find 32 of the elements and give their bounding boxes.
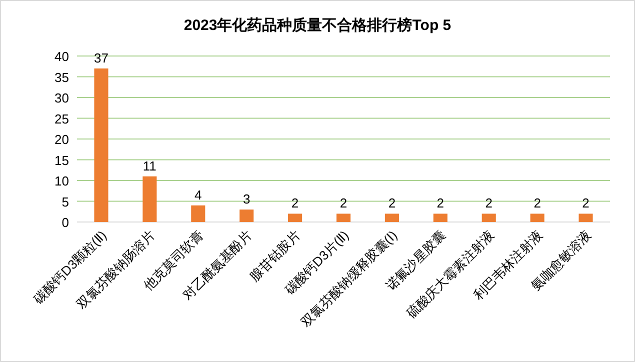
- bar: [94, 68, 108, 222]
- y-tick-label: 0: [62, 215, 69, 230]
- data-label: 11: [142, 158, 156, 174]
- bar: [578, 214, 593, 222]
- data-label: 3: [242, 192, 250, 207]
- data-label: 37: [94, 50, 108, 66]
- y-tick-label: 25: [54, 111, 69, 126]
- data-label: 2: [582, 196, 590, 211]
- bar: [336, 214, 351, 222]
- data-label: 2: [436, 196, 444, 211]
- data-label: 2: [534, 196, 541, 211]
- bar: [433, 214, 448, 222]
- bar: [191, 205, 206, 222]
- data-label: 2: [485, 196, 492, 211]
- data-label: 4: [194, 187, 202, 202]
- data-label: 2: [388, 196, 396, 211]
- y-tick-label: 5: [62, 194, 69, 210]
- y-tick-label: 20: [54, 132, 69, 147]
- bar: [240, 210, 254, 222]
- y-tick-label: 10: [54, 174, 69, 188]
- bar: [142, 176, 157, 222]
- y-tick-label: 35: [54, 70, 69, 85]
- bar: [482, 214, 496, 222]
- data-label: 2: [340, 196, 348, 211]
- chart-title: 2023年化药品种质量不合格排行榜Top 5: [184, 17, 452, 34]
- y-tick-label: 15: [54, 152, 69, 168]
- bar: [530, 214, 544, 222]
- bar: [288, 214, 302, 222]
- data-label: 2: [291, 196, 299, 211]
- y-tick-label: 40: [54, 49, 69, 64]
- y-tick-label: 30: [54, 90, 69, 106]
- bar: [384, 214, 399, 222]
